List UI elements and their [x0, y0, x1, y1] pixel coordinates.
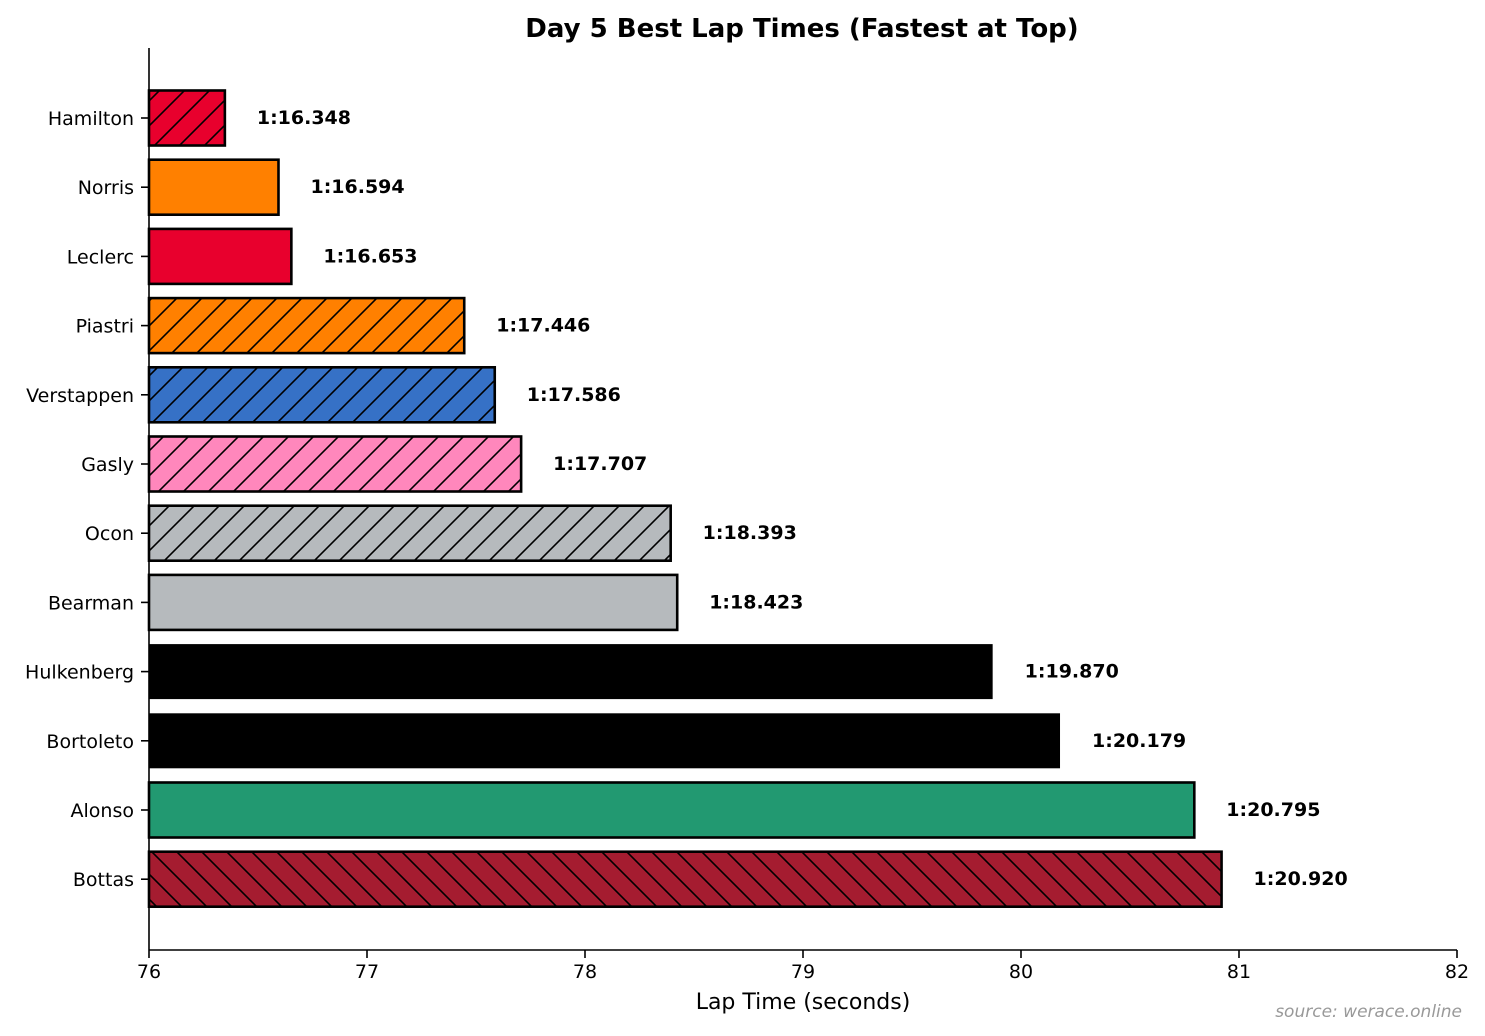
y-tick-label: Ocon: [85, 523, 134, 545]
y-tick-label: Piastri: [76, 316, 134, 338]
x-tick-label: 78: [573, 961, 597, 983]
bar-verstappen: 1:17.586: [147, 365, 621, 424]
x-tick-label: 81: [1227, 961, 1251, 983]
y-tick-label: Hulkenberg: [25, 662, 134, 684]
value-label: 1:17.586: [527, 384, 621, 406]
x-tick-label: 79: [791, 961, 815, 983]
y-tick-label: Alonso: [71, 800, 134, 822]
bar-hatch: [149, 298, 465, 354]
y-tick-label: Norris: [78, 177, 134, 199]
bar-bottas: 1:20.920: [147, 850, 1348, 909]
y-tick-label: Gasly: [81, 454, 134, 476]
bar-leclerc: 1:16.653: [147, 227, 417, 286]
bar-piastri: 1:17.446: [147, 296, 590, 355]
bar-fill: [149, 228, 292, 284]
chart-title: Day 5 Best Lap Times (Fastest at Top): [525, 14, 1078, 44]
value-label: 1:18.423: [709, 591, 803, 613]
y-tick-label: Verstappen: [26, 385, 134, 407]
y-tick-label: Bottas: [73, 869, 134, 891]
value-label: 1:16.653: [323, 245, 417, 267]
value-label: 1:20.179: [1092, 730, 1186, 752]
y-tick-label: Hamilton: [48, 108, 134, 130]
x-axis-ticks: 76 77 78 79 80 81 82: [137, 950, 1469, 983]
bar-fill: [149, 713, 1061, 769]
x-tick-label: 76: [137, 961, 161, 983]
bar-hatch: [149, 851, 1222, 907]
x-tick-label: 77: [355, 961, 379, 983]
bar-hatch: [149, 367, 495, 423]
y-tick-label: Bortoleto: [46, 731, 134, 753]
y-tick-label: Leclerc: [67, 246, 134, 268]
value-label: 1:17.707: [553, 453, 647, 475]
value-label: 1:20.920: [1254, 868, 1348, 890]
value-label: 1:16.348: [257, 107, 351, 129]
bar-hatch: [149, 505, 671, 561]
bar-bortoleto: 1:20.179: [149, 713, 1186, 769]
x-tick-label: 82: [1445, 961, 1469, 983]
y-axis-ticks: Hamilton Norris Leclerc Piastri Verstappen Ga…: [25, 108, 149, 891]
value-label: 1:19.870: [1025, 661, 1119, 683]
bar-bearman: 1:18.423: [147, 573, 803, 632]
bar-norris: 1:16.594: [147, 158, 405, 216]
bar-fill: [149, 574, 678, 630]
bar-gasly: 1:17.707: [147, 435, 647, 493]
bar-hulkenberg: 1:19.870: [149, 644, 1119, 700]
bar-fill: [149, 782, 1195, 838]
value-label: 1:20.795: [1226, 799, 1320, 821]
bar-hatch: [149, 436, 522, 492]
bar-fill: [149, 159, 279, 215]
bar-hatch: [149, 90, 225, 146]
bars-group: 1:16.348 1:16.594 1:16.653 1:17.446 1:17.586…: [147, 89, 1348, 909]
bar-hamilton: 1:16.348: [147, 89, 351, 147]
x-axis-label: Lap Time (seconds): [696, 990, 911, 1015]
source-annotation: source: werace.online: [1275, 1002, 1462, 1022]
bar-ocon: 1:18.393: [147, 504, 797, 563]
bar-fill: [149, 644, 993, 700]
bar-alonso: 1:20.795: [147, 781, 1320, 839]
value-label: 1:17.446: [496, 315, 590, 337]
x-tick-label: 80: [1009, 961, 1033, 983]
value-label: 1:18.393: [703, 522, 797, 544]
value-label: 1:16.594: [310, 176, 404, 198]
y-tick-label: Bearman: [48, 592, 134, 614]
